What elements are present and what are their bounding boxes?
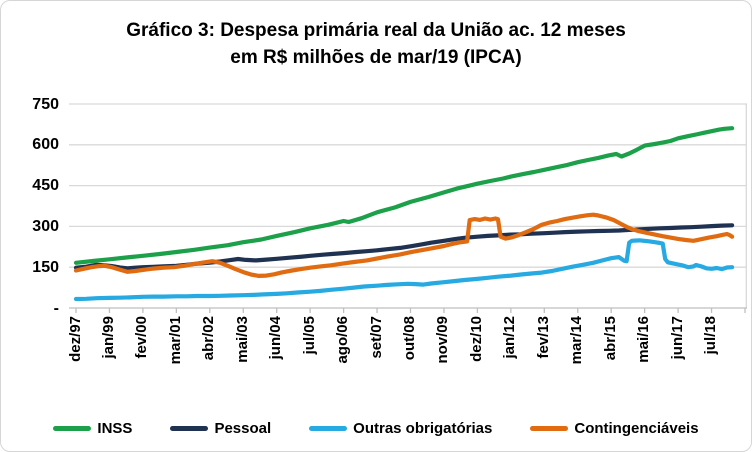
y-tick-label-600: 600 [32, 136, 59, 154]
x-tick-label-mar-14: mar/14 [568, 316, 586, 365]
legend-label-contingenciaveis: Contingenciáveis [574, 420, 699, 437]
y-tick-label-750: 750 [32, 95, 59, 113]
legend-label-outras-obrigatorias: Outras obrigatórias [353, 420, 493, 437]
x-tick-label-jan-12: jan/12 [501, 316, 519, 359]
x-tick-label-abr-15: abr/15 [601, 316, 619, 361]
x-tick-label-jun-04: jun/04 [267, 316, 285, 360]
y-tick-label-150: 150 [32, 258, 59, 276]
x-tick-label-jan-99: jan/99 [99, 316, 117, 359]
legend-swatch-pessoal [170, 426, 209, 431]
chart-title-line1: Gráfico 3: Despesa primária real da Uniã… [126, 20, 626, 41]
x-tick-label-mai-03: mai/03 [233, 316, 251, 363]
legend-item-pessoal: Pessoal [170, 420, 271, 437]
legend-item-contingenciaveis: Contingenciáveis [530, 420, 699, 437]
x-tick-label-fev-13: fev/13 [534, 316, 552, 359]
x-tick-label-mai-16: mai/16 [635, 316, 653, 363]
legend-item-inss: INSS [53, 420, 132, 437]
chart-title-line2: em R$ milhões de mar/19 (IPCA) [230, 47, 522, 68]
x-tick-label-set-07: set/07 [367, 316, 385, 359]
legend-label-pessoal: Pessoal [214, 420, 272, 437]
plot-area [69, 103, 747, 313]
legend-swatch-contingenciaveis [530, 426, 569, 431]
x-tick-label-abr-02: abr/02 [200, 316, 218, 361]
legend-label-inss: INSS [97, 420, 133, 437]
x-tick-label-dez-10: dez/10 [467, 316, 485, 362]
y-tick-label--: - [53, 299, 59, 317]
legend-swatch-inss [53, 426, 92, 431]
legend-swatch-outras-obrigatorias [309, 426, 348, 431]
x-tick-label-dez-97: dez/97 [66, 316, 84, 362]
series-line-contingenci-veis [73, 212, 735, 278]
y-tick-label-300: 300 [32, 217, 59, 235]
x-tick-label-mar-01: mar/01 [166, 316, 184, 365]
x-tick-label-ago-06: ago/06 [334, 316, 352, 364]
x-tick-label-jun-17: jun/17 [668, 316, 686, 360]
legend-item-outras-obrigatorias: Outras obrigatórias [309, 420, 492, 437]
chart-title: Gráfico 3: Despesa primária real da Uniã… [1, 17, 751, 71]
x-tick-label-jul-18: jul/18 [702, 316, 720, 355]
y-tick-label-450: 450 [32, 177, 59, 195]
x-tick-label-jul-05: jul/05 [300, 316, 318, 355]
series-line-outras-obrigat-rias [73, 238, 735, 302]
x-tick-label-nov-09: nov/09 [434, 316, 452, 364]
x-tick-label-fev-00: fev/00 [133, 316, 151, 359]
legend: INSS Pessoal Outras obrigatórias Conting… [1, 420, 751, 437]
x-tick-label-out-08: out/08 [401, 316, 418, 361]
series-line-inss [73, 126, 735, 265]
